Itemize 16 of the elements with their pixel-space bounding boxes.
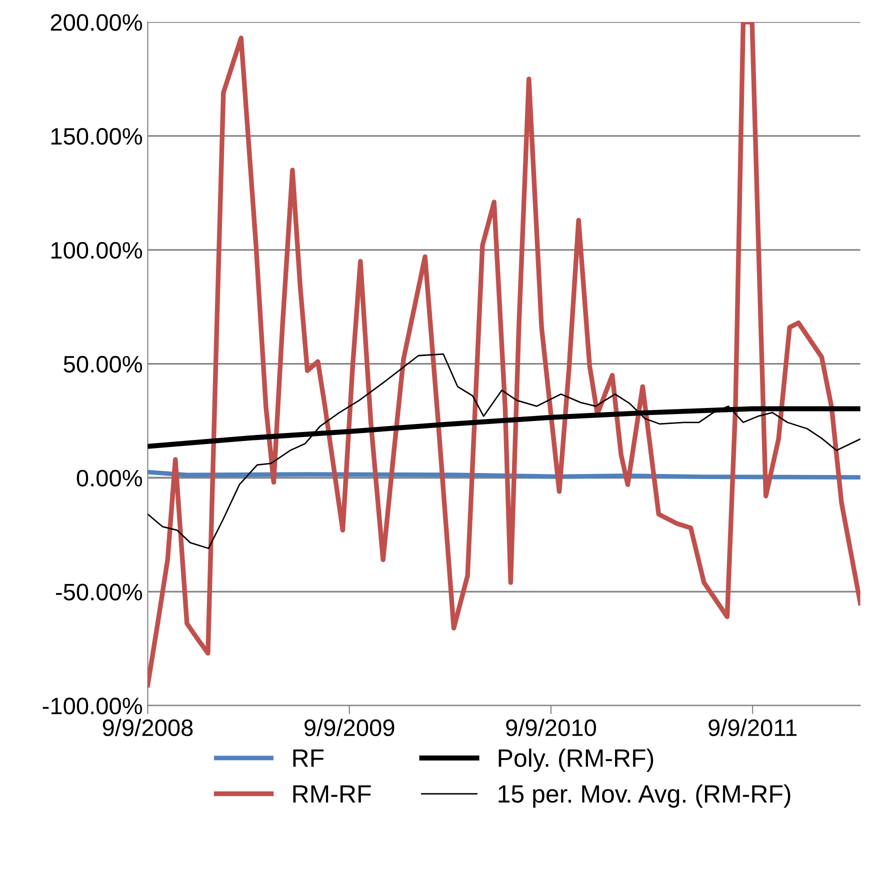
y-tick-label: 0.00% — [76, 470, 142, 487]
y-tick-label: 150.00% — [51, 128, 142, 145]
legend-label: 15 per. Mov. Avg. (RM-RF) — [498, 784, 790, 808]
x-tick-label: 9/9/2011 — [708, 718, 797, 736]
x-tick-label: 9/9/2009 — [304, 718, 394, 736]
y-tick-label: -50.00% — [56, 584, 142, 600]
y-tick-label: 100.00% — [51, 242, 142, 259]
line-series — [148, 353, 860, 550]
x-tick-label: 9/9/2008 — [102, 718, 193, 736]
legend-label: Poly. (RM-RF) — [498, 748, 654, 772]
y-tick-label: 50.00% — [64, 356, 142, 373]
y-tick-label: 200.00% — [50, 14, 142, 31]
legend-label: RM-RF — [293, 785, 371, 803]
x-tick-label: 9/9/2010 — [506, 718, 596, 736]
y-tick-label: -100.00% — [42, 698, 142, 714]
legend-label: RF — [293, 750, 324, 767]
